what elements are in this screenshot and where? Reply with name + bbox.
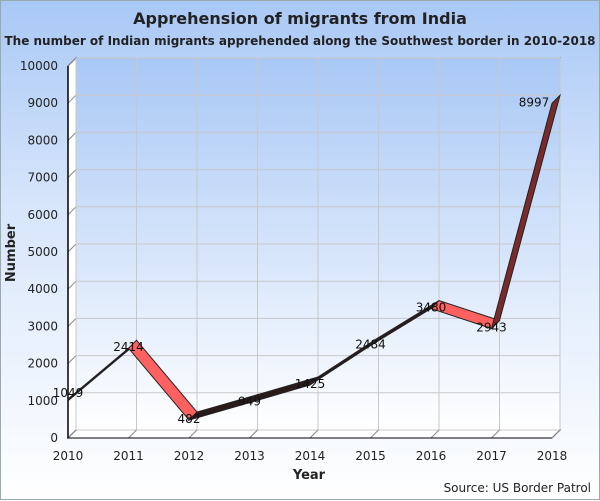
y-tick-label: 9000 [27,96,58,110]
y-tick-label: 5000 [27,245,58,259]
grid-line-side [67,243,77,253]
grid-line-floor [249,429,258,439]
grid-line-side [67,318,77,327]
y-tick-label: 3000 [27,319,58,333]
data-label: 2414 [113,340,144,354]
grid-line-floor [309,429,319,439]
grid-line-side [67,355,77,364]
grid-line-floor [188,429,198,439]
y-tick-label: 2000 [27,357,58,371]
grid-line-floor [128,429,137,439]
series-segment [490,93,561,331]
grid-line-floor [430,429,440,439]
source-note: Source: US Border Patrol [443,481,591,495]
x-tick-label: 2015 [355,449,386,463]
data-label: 8997 [519,95,550,109]
chart-title: Apprehension of migrants from India [133,9,467,28]
data-label: 2484 [355,338,386,352]
data-label: 2943 [476,321,507,335]
data-label: 1425 [295,377,326,391]
data-label: 3480 [416,301,447,315]
y-axis-label: Number [4,223,19,282]
grid-line-floor [491,429,500,439]
x-tick-label: 2018 [537,449,568,463]
y-tick-label: 1000 [27,394,58,408]
x-tick-label: 2010 [53,449,84,463]
grid-line-side [67,169,77,178]
grid-line-side [67,94,77,104]
grid-line-side [67,57,77,67]
grid-line-side [67,280,77,290]
y-tick-label: 7000 [27,171,58,185]
y-tick-label: 8000 [27,133,58,147]
grid-line-floor [551,429,561,439]
x-tick-label: 2017 [476,449,507,463]
data-label: 482 [178,412,201,426]
y-tick-label: 0 [50,431,58,445]
x-tick-label: 2013 [234,449,265,463]
x-tick-label: 2016 [416,449,447,463]
x-axis-label: Year [292,468,326,483]
y-tick-label: 4000 [27,282,58,296]
grid-line-floor [370,429,379,439]
x-tick-label: 2014 [295,449,326,463]
y-tick-label: 10000 [20,59,58,73]
chart-subtitle: The number of Indian migrants apprehende… [4,34,596,48]
data-label: 1049 [53,386,84,400]
grid-line-side [67,132,77,141]
y-tick-label: 6000 [27,208,58,222]
grid-line-side [67,206,77,216]
x-tick-label: 2012 [174,449,205,463]
grid-line-floor [67,429,77,439]
x-tick-label: 2011 [113,449,144,463]
data-label: 949 [238,395,261,409]
